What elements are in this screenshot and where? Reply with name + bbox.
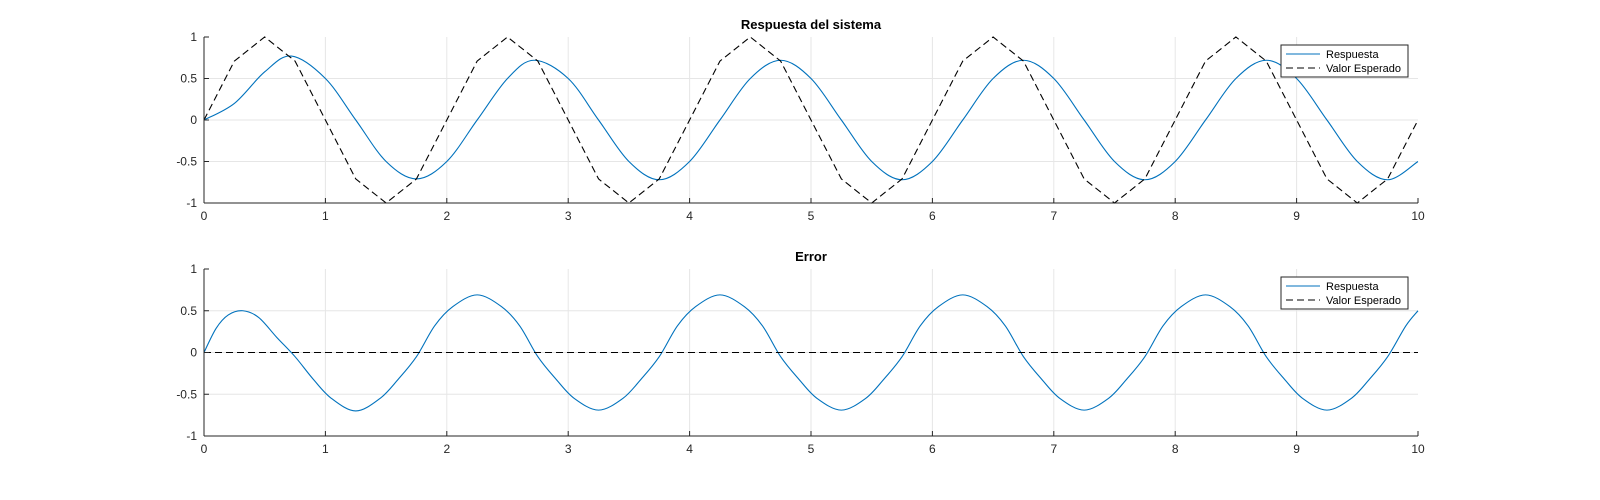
response-legend-label-respuesta: Respuesta <box>1326 49 1379 61</box>
response-x-tick-label-7: 7 <box>1050 209 1057 223</box>
error-legend-box <box>1280 276 1409 310</box>
error-legend-label-respuesta: Respuesta <box>1326 281 1379 293</box>
response-x-tick-label-0: 0 <box>201 209 208 223</box>
error-x-tick-label-10: 10 <box>1411 442 1425 456</box>
error-axes <box>203 268 1419 437</box>
error-x-tick-label-0: 0 <box>201 442 208 456</box>
error-series-respuesta <box>203 294 1419 412</box>
error-x-tick-label-7: 7 <box>1050 442 1057 456</box>
response-y-tick-label-0: -1 <box>186 196 197 210</box>
error-x-tick-label-4: 4 <box>686 442 693 456</box>
error-x-tick-label-5: 5 <box>808 442 815 456</box>
error-x-tick-label-8: 8 <box>1172 442 1179 456</box>
response-x-tick-label-9: 9 <box>1293 209 1300 223</box>
error-y-tick-label-1: -0.5 <box>176 387 197 401</box>
response-x-tick-label-6: 6 <box>929 209 936 223</box>
response-x-tick-label-10: 10 <box>1411 209 1425 223</box>
response-x-tick-label-8: 8 <box>1172 209 1179 223</box>
response-subplot: 0 1 2 3 4 5 6 7 8 9 10 -1 -0.5 0 0.5 1 Respuesta del si… <box>176 17 1425 223</box>
error-y-tick-label-3: 0.5 <box>180 304 197 318</box>
error-subplot: 0 1 2 3 4 5 6 7 8 9 10 -1 -0.5 0 0.5 1 Error Respuesta … <box>176 249 1425 456</box>
error-y-tick-label-4: 1 <box>190 262 197 276</box>
error-x-tick-label-1: 1 <box>322 442 329 456</box>
response-x-tick-label-4: 4 <box>686 209 693 223</box>
response-y-tick-label-3: 0.5 <box>180 72 197 86</box>
response-series-group <box>203 36 1419 204</box>
error-tick-labels: 0 1 2 3 4 5 6 7 8 9 10 -1 -0.5 0 0.5 1 <box>176 262 1425 456</box>
response-axes <box>203 36 1419 204</box>
error-x-tick-label-6: 6 <box>929 442 936 456</box>
error-legend-label-valor-esperado: Valor Esperado <box>1326 295 1401 307</box>
response-legend-box <box>1280 44 1409 78</box>
error-y-tick-label-0: -1 <box>186 429 197 443</box>
response-legend: Respuesta Valor Esperado <box>1280 44 1409 78</box>
error-series-group <box>203 294 1419 412</box>
response-x-tick-label-5: 5 <box>808 209 815 223</box>
error-x-tick-label-9: 9 <box>1293 442 1300 456</box>
response-y-tick-label-2: 0 <box>190 113 197 127</box>
error-y-tick-label-2: 0 <box>190 346 197 360</box>
response-y-tick-label-4: 1 <box>190 30 197 44</box>
error-plot-title: Error <box>795 249 827 264</box>
response-x-tick-label-1: 1 <box>322 209 329 223</box>
error-x-tick-label-2: 2 <box>443 442 450 456</box>
error-legend: Respuesta Valor Esperado <box>1280 276 1409 310</box>
response-series-respuesta <box>203 55 1419 181</box>
response-plot-title: Respuesta del sistema <box>741 17 882 32</box>
response-tick-labels: 0 1 2 3 4 5 6 7 8 9 10 -1 -0.5 0 0.5 1 <box>176 30 1425 223</box>
error-x-tick-label-3: 3 <box>565 442 572 456</box>
response-series-valor-esperado <box>203 36 1419 204</box>
response-y-tick-label-1: -0.5 <box>176 155 197 169</box>
response-legend-label-valor-esperado: Valor Esperado <box>1326 63 1401 75</box>
response-x-tick-label-2: 2 <box>443 209 450 223</box>
response-x-tick-label-3: 3 <box>565 209 572 223</box>
